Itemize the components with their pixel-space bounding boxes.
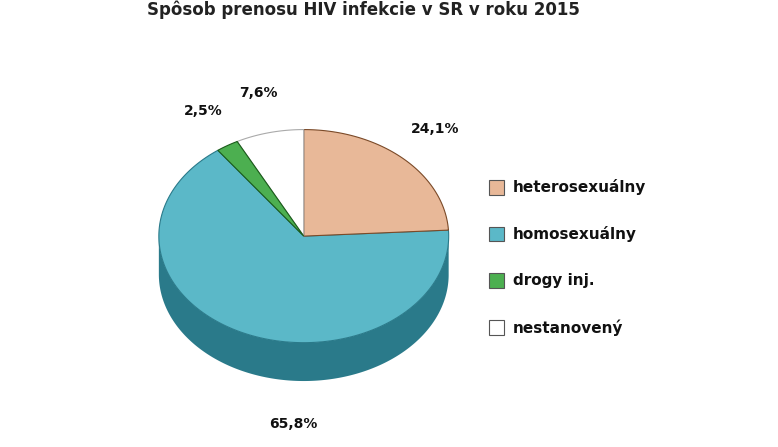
Text: nestanovený: nestanovený bbox=[513, 320, 623, 336]
Text: heterosexuálny: heterosexuálny bbox=[513, 179, 646, 195]
Text: 7,6%: 7,6% bbox=[240, 86, 278, 100]
Bar bbox=[489, 180, 504, 194]
Text: Spôsob prenosu HIV infekcie v SR v roku 2015: Spôsob prenosu HIV infekcie v SR v roku … bbox=[147, 0, 580, 19]
Polygon shape bbox=[303, 130, 448, 236]
Text: 65,8%: 65,8% bbox=[269, 417, 317, 430]
Text: 24,1%: 24,1% bbox=[411, 122, 459, 136]
Polygon shape bbox=[159, 236, 449, 381]
Polygon shape bbox=[218, 142, 303, 236]
Polygon shape bbox=[159, 150, 449, 343]
Polygon shape bbox=[237, 130, 303, 236]
Text: 2,5%: 2,5% bbox=[184, 104, 223, 118]
Bar bbox=[489, 274, 504, 288]
Bar bbox=[489, 320, 504, 335]
Text: homosexuálny: homosexuálny bbox=[513, 226, 636, 242]
Bar bbox=[489, 227, 504, 241]
Text: drogy inj.: drogy inj. bbox=[513, 274, 594, 288]
